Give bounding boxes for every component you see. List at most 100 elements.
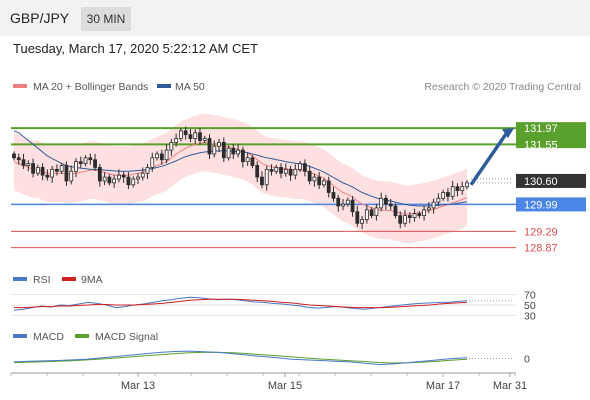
candle	[207, 138, 212, 155]
candle	[12, 153, 16, 159]
candle	[264, 168, 269, 186]
candle	[384, 197, 388, 205]
candle	[188, 134, 193, 139]
legend-signal-swatch	[75, 334, 89, 338]
watermark: Research © 2020 Trading Central	[424, 81, 581, 93]
candle	[345, 199, 350, 205]
candle	[159, 153, 164, 161]
legend-rsi-swatch	[13, 277, 27, 281]
legend-macd-swatch	[13, 334, 27, 338]
candle	[260, 176, 264, 186]
candle	[331, 192, 336, 199]
support-label-128.87: 128.87	[524, 243, 558, 255]
last-price-label-box	[516, 173, 586, 188]
x-tick-label-Mar-17: Mar 17	[426, 380, 460, 392]
candle	[398, 215, 403, 224]
x-tick-label-Mar-13: Mar 13	[121, 380, 155, 392]
candle	[245, 157, 250, 163]
macd-line	[13, 350, 468, 366]
candle	[102, 176, 107, 182]
x-tick-label-Mar-15: Mar 15	[268, 380, 302, 392]
candle	[407, 215, 412, 218]
candle	[441, 192, 446, 199]
candle	[136, 176, 140, 180]
symbol-label: GBP/JPY	[10, 10, 70, 26]
candle	[174, 138, 179, 143]
target-arrow-shaft	[469, 130, 510, 186]
candle	[107, 176, 112, 184]
rsi-line	[13, 296, 468, 311]
resistance-label-131.55: 131.55	[524, 139, 558, 151]
candle	[150, 157, 155, 168]
candle	[465, 182, 469, 188]
candle	[388, 203, 393, 207]
candle	[93, 159, 97, 168]
macd-signal-line	[13, 351, 468, 364]
candle	[279, 167, 283, 174]
candle	[97, 167, 102, 182]
candle	[78, 161, 83, 164]
candle	[250, 157, 255, 166]
candle	[322, 180, 326, 186]
rsi-tick-30: 30	[524, 310, 536, 322]
candle	[178, 130, 183, 139]
candle	[417, 213, 422, 217]
candle	[393, 205, 398, 217]
candle	[226, 147, 231, 159]
candle	[74, 161, 78, 172]
candle	[269, 168, 274, 172]
ma20-line	[13, 141, 468, 215]
candle	[302, 163, 307, 172]
candle	[293, 168, 298, 176]
candle	[202, 138, 207, 141]
legend-ma50-swatch	[157, 84, 171, 88]
candle	[360, 219, 364, 224]
candle	[336, 197, 341, 207]
candle	[436, 197, 441, 203]
candle	[59, 165, 64, 172]
legend-signal-label: MACD Signal	[95, 331, 158, 343]
candle	[403, 215, 407, 224]
candle	[450, 186, 455, 197]
resistance-label-131.97: 131.97	[524, 123, 558, 135]
candle	[221, 141, 226, 159]
candle	[140, 172, 145, 178]
legend-rsi-label: RSI	[33, 274, 51, 286]
candle	[236, 149, 241, 155]
candle	[364, 209, 369, 220]
candle	[50, 168, 55, 178]
last-price-label: 130.60	[524, 176, 558, 188]
candle	[88, 157, 93, 161]
candle	[288, 168, 293, 176]
candle	[16, 157, 21, 161]
candle	[412, 213, 417, 218]
candle	[164, 149, 169, 161]
candle	[355, 211, 360, 224]
candle	[455, 186, 460, 191]
candle	[169, 141, 174, 151]
candle	[274, 167, 279, 172]
candle	[317, 176, 322, 186]
candle	[240, 149, 245, 163]
candle	[460, 186, 465, 191]
candle	[298, 163, 303, 170]
timeframe-button[interactable]: 30 MIN	[81, 7, 131, 31]
rsi-tick-70: 70	[524, 290, 536, 302]
support-label-129.29: 129.29	[524, 226, 558, 238]
legend-rsi9ma-label: 9MA	[81, 274, 103, 286]
candle	[26, 163, 31, 166]
legend-ma20-swatch	[13, 84, 27, 88]
candle	[21, 159, 26, 166]
pivot-label-box	[516, 197, 586, 212]
candle	[126, 176, 131, 186]
pivot-label: 129.99	[524, 199, 558, 211]
candle	[117, 174, 121, 180]
candle	[431, 201, 436, 209]
resistance-label-box	[516, 122, 586, 149]
candle	[121, 174, 126, 178]
candle	[83, 157, 88, 164]
candle	[426, 207, 431, 211]
candle	[212, 145, 217, 155]
candle	[183, 130, 188, 136]
